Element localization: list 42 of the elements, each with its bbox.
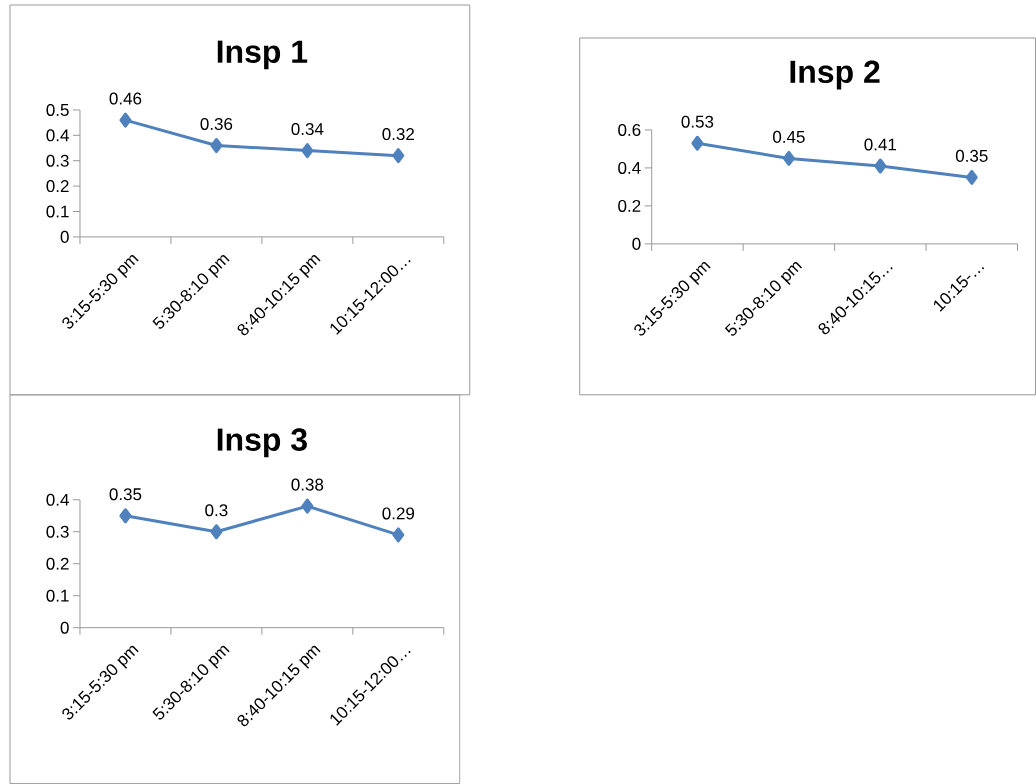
point bbox=[691, 135, 704, 151]
y-tick-label: 0.1 bbox=[46, 205, 69, 218]
point bbox=[782, 150, 795, 166]
y-tick-label: 0.3 bbox=[46, 154, 69, 167]
y-tick-label: 0.2 bbox=[46, 180, 69, 193]
y-tick-label: 0 bbox=[60, 621, 69, 634]
point bbox=[301, 498, 314, 514]
data-label: 0.32 bbox=[382, 128, 414, 141]
data-label: 0.38 bbox=[291, 478, 324, 491]
y-tick-label: 0 bbox=[632, 237, 641, 250]
point bbox=[301, 143, 314, 159]
point bbox=[874, 158, 887, 174]
y-tick-label: 0.1 bbox=[46, 589, 69, 602]
y-tick-label: 0.5 bbox=[46, 103, 69, 116]
data-label: 0.46 bbox=[109, 92, 142, 105]
chart-title: Insp 1 bbox=[217, 40, 308, 70]
point bbox=[392, 148, 405, 164]
y-tick-label: 0.6 bbox=[618, 123, 641, 136]
point bbox=[119, 508, 132, 524]
chart-title: Insp 3 bbox=[217, 428, 307, 458]
chart-title: Insp 2 bbox=[790, 60, 880, 90]
point bbox=[119, 112, 132, 128]
point bbox=[210, 524, 223, 540]
data-label: 0.35 bbox=[109, 488, 142, 501]
y-tick-label: 0.4 bbox=[46, 129, 69, 142]
data-label: 0.41 bbox=[864, 138, 897, 151]
y-tick-label: 0.3 bbox=[46, 525, 69, 538]
data-label: 0.45 bbox=[773, 130, 805, 143]
point bbox=[392, 527, 405, 543]
y-tick-label: 0.2 bbox=[618, 199, 641, 212]
data-label: 0.29 bbox=[382, 507, 415, 520]
data-label: 0.34 bbox=[291, 122, 324, 135]
y-tick-label: 0.4 bbox=[46, 493, 69, 506]
data-label: 0.36 bbox=[200, 117, 233, 130]
data-label: 0.35 bbox=[955, 149, 988, 162]
y-tick-label: 0.4 bbox=[618, 161, 641, 174]
point bbox=[210, 137, 223, 153]
data-label: 0.3 bbox=[205, 504, 228, 517]
y-tick-label: 0 bbox=[60, 230, 69, 243]
point bbox=[965, 169, 978, 185]
y-tick-label: 0.2 bbox=[46, 557, 69, 570]
data-label: 0.53 bbox=[681, 115, 714, 128]
